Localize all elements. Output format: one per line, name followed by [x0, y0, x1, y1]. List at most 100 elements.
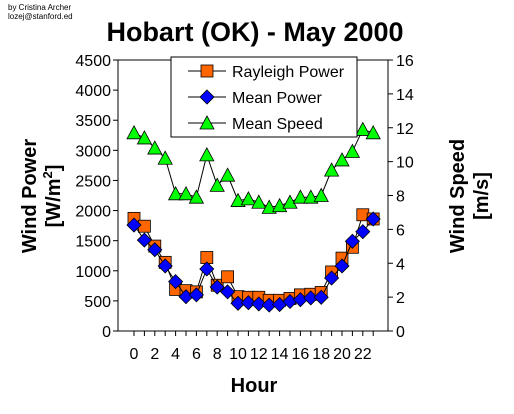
data-point [209, 279, 225, 295]
left-tick-label: 2500 [75, 173, 111, 190]
data-point [355, 121, 371, 136]
legend-entry: Mean Power [188, 89, 322, 107]
data-point [157, 150, 173, 165]
data-point [220, 284, 236, 300]
data-point [188, 287, 204, 303]
x-tick-label: 16 [292, 346, 310, 363]
legend-label: Mean Speed [232, 116, 323, 133]
data-point [126, 217, 142, 233]
left-tick-label: 500 [84, 294, 111, 311]
data-point [251, 194, 267, 209]
data-point [365, 124, 381, 140]
data-point [240, 191, 257, 206]
right-tick-label: 12 [396, 121, 414, 138]
left-tick-label: 1000 [75, 264, 111, 281]
data-point [292, 189, 309, 204]
data-point [199, 261, 215, 277]
data-point [344, 143, 361, 158]
legend: Rayleigh Power Mean Power Mean Speed [170, 56, 358, 138]
right-tick-label: 4 [396, 256, 405, 273]
chart-title: Hobart (OK) - May 2000 [106, 17, 403, 47]
legend-marker [199, 89, 215, 105]
legend-marker [200, 64, 214, 78]
data-point [168, 274, 184, 290]
legend-marker [199, 115, 215, 130]
x-axis: 0 2 4 6 8 10 12 14 16 18 20 22 [130, 331, 374, 363]
data-point [303, 189, 319, 204]
x-tick-label: 4 [171, 346, 180, 363]
right-tick-label: 16 [396, 53, 414, 70]
x-tick-label: 2 [150, 346, 159, 363]
legend-label: Rayleigh Power [232, 64, 345, 81]
left-tick-label: 4500 [75, 53, 111, 70]
data-point [147, 140, 163, 155]
series-mean-speed [126, 121, 381, 214]
right-axis-label-line1: Wind Speed [447, 139, 469, 253]
data-point [282, 194, 298, 209]
left-axis: 0 500 1000 1500 2000 2500 3000 3500 4000 4500 [75, 53, 118, 341]
right-tick-label: 10 [396, 155, 414, 172]
data-point [334, 258, 350, 274]
left-tick-label: 3000 [75, 143, 111, 160]
data-point [157, 258, 173, 274]
data-point [167, 185, 184, 201]
author-email: lozej@stanford.ed [8, 12, 73, 21]
series-layer [126, 121, 381, 313]
author-credit: by Cristina Archer [8, 3, 72, 12]
data-point [365, 211, 381, 227]
x-tick-label: 20 [333, 346, 351, 363]
data-point [230, 192, 246, 207]
data-point [344, 233, 360, 249]
x-tick-label: 22 [354, 346, 372, 363]
right-tick-label: 14 [396, 87, 414, 104]
data-point [323, 162, 340, 177]
data-point [334, 152, 350, 167]
left-tick-label: 0 [102, 324, 111, 341]
data-point [136, 232, 152, 248]
series-mean-power [126, 211, 381, 313]
left-tick-label: 3500 [75, 113, 111, 130]
data-point [240, 295, 256, 311]
left-axis-label-exponent: 2 [40, 171, 55, 178]
data-point [324, 270, 340, 286]
x-tick-label: 14 [271, 346, 289, 363]
legend-entry: Rayleigh Power [188, 64, 345, 81]
data-point [355, 224, 371, 240]
data-point [219, 167, 236, 182]
data-point [188, 189, 205, 204]
x-tick-label: 6 [192, 346, 201, 363]
x-tick-label: 10 [229, 346, 247, 363]
data-point [221, 270, 235, 284]
legend-label: Mean Power [232, 90, 322, 107]
right-axis-label: Wind Speed [m/s] [447, 139, 493, 253]
data-point [126, 124, 142, 140]
x-tick-label: 8 [213, 346, 222, 363]
x-axis-label: Hour [231, 375, 278, 397]
right-tick-label: 6 [396, 222, 405, 239]
data-point [313, 187, 329, 202]
left-axis-label-bracket: ] [43, 165, 65, 172]
data-point [136, 130, 153, 145]
left-axis-label-line2: [W/m2] [40, 165, 65, 228]
legend-entry: Mean Speed [188, 115, 323, 133]
x-tick-label: 18 [312, 346, 330, 363]
data-point [147, 242, 163, 258]
data-point [199, 147, 215, 162]
data-point [178, 185, 194, 201]
left-axis-label-unit: [W/m [43, 179, 65, 228]
left-tick-label: 1500 [75, 234, 111, 251]
left-tick-label: 2000 [75, 204, 111, 221]
left-axis-label-line1: Wind Power [19, 139, 41, 253]
left-tick-label: 4000 [75, 83, 111, 100]
right-axis: 0 2 4 6 8 10 12 14 16 [388, 53, 414, 341]
data-point [261, 199, 277, 214]
left-axis-label: Wind Power [W/m2] [19, 139, 65, 253]
x-tick-label: 12 [250, 346, 268, 363]
x-tick-label: 0 [130, 346, 139, 363]
right-axis-label-line2: [m/s] [471, 172, 493, 220]
data-point [251, 296, 267, 312]
data-point [209, 177, 225, 192]
right-tick-label: 8 [396, 189, 405, 206]
right-tick-label: 2 [396, 290, 405, 307]
